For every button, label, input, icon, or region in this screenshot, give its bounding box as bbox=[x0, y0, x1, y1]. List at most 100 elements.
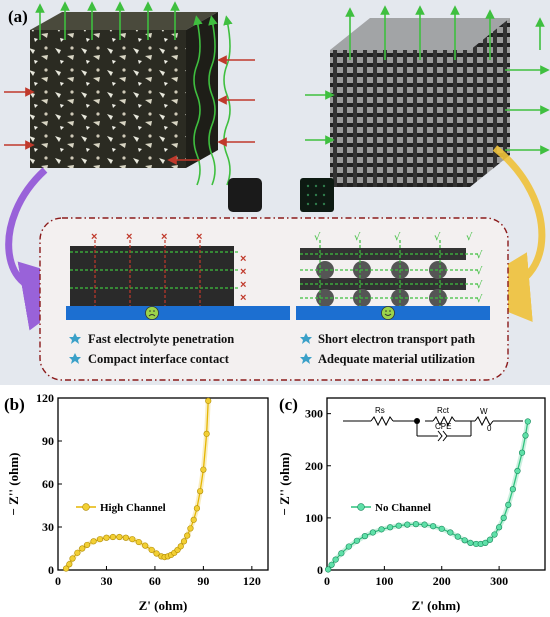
data-point bbox=[518, 449, 526, 456]
series-line bbox=[327, 421, 529, 570]
y-tick-label: 0 bbox=[317, 563, 323, 577]
cpe-icon bbox=[437, 430, 448, 442]
circuit-label-rct: Rct bbox=[437, 406, 450, 415]
feature-right-1: Adequate material utilization bbox=[318, 352, 475, 366]
circuit-label-rs: Rs bbox=[375, 406, 385, 415]
x-axis-label: Z' (ohm) bbox=[139, 598, 188, 613]
sad-face-icon bbox=[145, 306, 159, 320]
data-point bbox=[90, 538, 97, 545]
panel-c-label: (c) bbox=[279, 395, 298, 414]
no-channel-nyquist-plot: (c) 0 100 200 300 0 100 200 300 Z' (ohm) − Z'' … bbox=[277, 395, 546, 613]
sample-block-left bbox=[228, 178, 262, 212]
svg-text:×: × bbox=[240, 279, 246, 291]
circuit-label-w: W bbox=[480, 407, 488, 416]
data-point bbox=[522, 432, 529, 439]
data-point bbox=[430, 523, 437, 530]
data-point bbox=[447, 529, 454, 536]
data-point bbox=[69, 555, 76, 562]
data-point bbox=[421, 521, 428, 528]
y-tick-label: 120 bbox=[36, 391, 54, 405]
svg-text:√: √ bbox=[314, 232, 321, 243]
data-point bbox=[66, 561, 73, 568]
star-icon bbox=[69, 353, 81, 364]
data-point bbox=[74, 549, 81, 556]
dense-electrode: × × × × ×××× bbox=[66, 231, 290, 320]
svg-text:√: √ bbox=[394, 232, 401, 243]
data-point bbox=[328, 561, 335, 568]
data-point bbox=[482, 539, 489, 546]
x-tick-label: 0 bbox=[324, 574, 330, 588]
data-point bbox=[412, 521, 420, 528]
star-icon bbox=[300, 333, 312, 344]
data-point bbox=[496, 524, 503, 531]
data-point bbox=[153, 550, 160, 557]
data-point bbox=[486, 536, 494, 543]
svg-text:√: √ bbox=[434, 232, 441, 243]
svg-text:√: √ bbox=[476, 250, 483, 261]
data-point bbox=[180, 538, 188, 545]
panel-b-chart: (b) 0 30 60 90 120 0 30 60 90 120 Z' (ohm) − Z'' … bbox=[0, 390, 275, 617]
data-point bbox=[332, 556, 339, 563]
data-point bbox=[438, 525, 445, 532]
y-tick-label: 300 bbox=[305, 407, 323, 421]
data-point bbox=[103, 534, 110, 541]
feature-right-0: Short electron transport path bbox=[318, 332, 475, 346]
data-point bbox=[524, 418, 531, 425]
data-point bbox=[190, 516, 197, 523]
data-point bbox=[62, 565, 70, 572]
lattice-cube bbox=[305, 5, 550, 187]
x-tick-label: 200 bbox=[433, 574, 451, 588]
yellow-curved-arrow bbox=[460, 145, 546, 322]
schematic-svg: (a) bbox=[4, 1, 550, 381]
purple-curved-arrow bbox=[5, 167, 93, 331]
series-glow bbox=[326, 421, 531, 571]
x-tick-label: 100 bbox=[375, 574, 393, 588]
data-point bbox=[200, 466, 207, 473]
data-point bbox=[345, 543, 352, 550]
resistor-rs-icon bbox=[370, 415, 394, 427]
svg-text:√: √ bbox=[476, 294, 483, 305]
svg-text:×: × bbox=[240, 292, 246, 304]
data-point bbox=[514, 467, 521, 475]
legend-label: High Channel bbox=[100, 502, 166, 514]
data-point bbox=[184, 532, 191, 539]
equivalent-circuit bbox=[343, 415, 523, 442]
panel-a-schematic: (a) bbox=[0, 0, 550, 385]
legend-label: No Channel bbox=[375, 502, 431, 514]
star-icon bbox=[300, 353, 312, 364]
y-axis-label: − Z'' (ohm) bbox=[277, 452, 292, 515]
legend: No Channel bbox=[351, 502, 431, 514]
star-icon bbox=[69, 333, 81, 344]
x-tick-label: 300 bbox=[490, 574, 508, 588]
data-point bbox=[109, 533, 117, 541]
svg-text:×: × bbox=[161, 231, 167, 243]
data-point bbox=[467, 539, 474, 546]
x-tick-label: 30 bbox=[100, 574, 112, 588]
plot-frame bbox=[326, 397, 546, 571]
data-point bbox=[197, 488, 204, 495]
feature-left-1: Compact interface contact bbox=[88, 352, 230, 366]
data-point bbox=[500, 514, 507, 521]
data-point bbox=[122, 534, 129, 541]
data-point bbox=[378, 526, 385, 533]
y-axis-label: − Z'' (ohm) bbox=[6, 452, 21, 515]
y-tick-label: 0 bbox=[48, 563, 54, 577]
circuit-label-cpe: CPE bbox=[435, 422, 451, 431]
svg-text:√: √ bbox=[466, 232, 473, 243]
feature-list-left: Fast electrolyte penetration Compact int… bbox=[69, 332, 234, 366]
y-tick-label: 200 bbox=[305, 459, 323, 473]
svg-text:√: √ bbox=[476, 266, 483, 277]
warburg-icon bbox=[474, 415, 494, 427]
porous-cube bbox=[4, 1, 255, 186]
data-point bbox=[454, 533, 461, 540]
data-point bbox=[96, 536, 104, 543]
svg-text:×: × bbox=[240, 266, 246, 278]
x-tick-label: 60 bbox=[149, 574, 161, 588]
legend: High Channel bbox=[76, 502, 166, 514]
data-point bbox=[338, 550, 345, 557]
y-tick-label: 90 bbox=[42, 434, 54, 448]
data-point bbox=[142, 542, 149, 549]
data-point bbox=[148, 546, 155, 554]
circuit-label-w-sub: 0 bbox=[487, 424, 492, 433]
data-point bbox=[79, 545, 86, 552]
